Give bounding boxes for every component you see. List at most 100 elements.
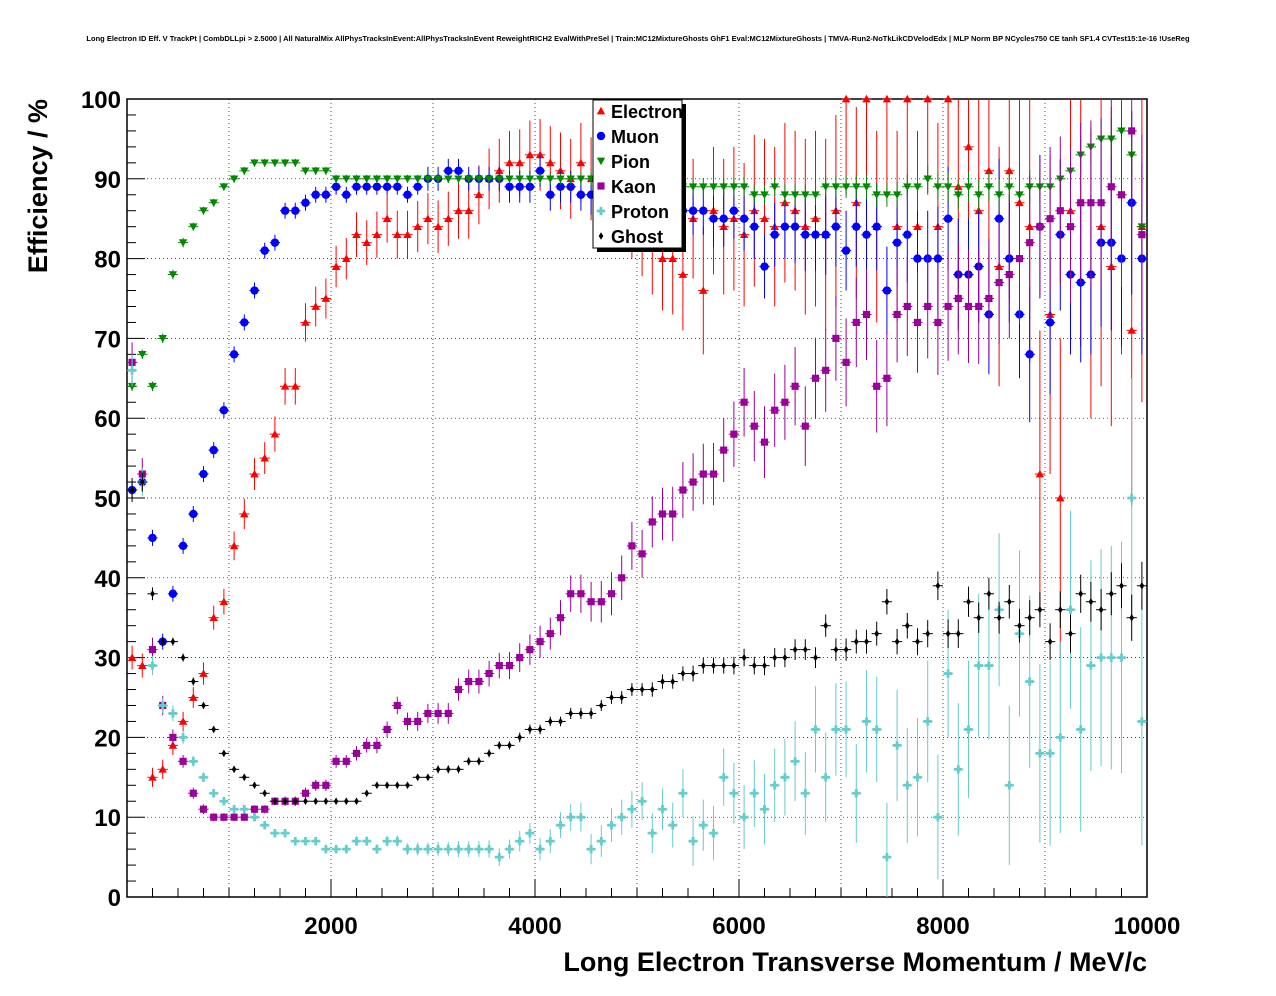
data-point <box>433 222 443 231</box>
data-point <box>588 709 594 718</box>
data-point <box>790 191 800 199</box>
data-point <box>547 717 553 726</box>
data-point <box>178 239 188 247</box>
data-point <box>301 836 310 846</box>
data-point <box>301 318 310 326</box>
data-point <box>1139 582 1145 590</box>
data-point <box>466 757 472 766</box>
y-tick-label: 70 <box>94 326 121 353</box>
data-point <box>445 765 451 774</box>
data-point <box>190 677 196 686</box>
data-point <box>670 677 676 686</box>
data-point <box>760 262 769 271</box>
data-point <box>332 757 340 765</box>
data-point <box>1066 223 1075 231</box>
data-point <box>189 693 198 701</box>
data-point <box>515 182 524 191</box>
data-point <box>1096 653 1106 662</box>
data-point <box>680 669 686 678</box>
data-point <box>1045 749 1055 758</box>
data-point <box>668 254 677 262</box>
data-point <box>517 733 523 742</box>
data-point <box>535 175 545 183</box>
data-point <box>915 637 920 646</box>
y-tick-label: 50 <box>94 486 121 513</box>
data-point <box>658 510 667 518</box>
y-tick-label: 80 <box>94 247 121 274</box>
data-point <box>760 214 769 223</box>
data-point <box>362 836 371 846</box>
data-point <box>333 797 339 806</box>
data-point <box>841 246 851 255</box>
data-point <box>1086 661 1096 670</box>
data-point <box>546 190 555 199</box>
data-point <box>535 150 545 159</box>
data-point <box>688 836 698 846</box>
data-point <box>811 725 820 734</box>
legend-marker-ghost <box>598 232 604 240</box>
legend-entry-pion: Pion <box>611 152 650 172</box>
data-point <box>801 230 810 239</box>
data-point <box>556 166 565 175</box>
data-point <box>372 175 382 183</box>
data-point <box>903 302 911 311</box>
data-point <box>852 318 860 327</box>
series-proton <box>127 354 1147 897</box>
data-point <box>525 175 535 183</box>
data-point <box>403 230 412 239</box>
data-point <box>280 159 290 168</box>
data-point <box>230 813 238 821</box>
data-point <box>363 741 371 749</box>
data-point <box>782 653 788 662</box>
data-point <box>690 669 696 678</box>
data-point <box>933 183 943 191</box>
data-point <box>456 765 461 774</box>
x-tick-label: 2000 <box>304 913 357 940</box>
data-point <box>495 662 503 670</box>
data-point <box>1097 199 1105 207</box>
data-point <box>413 182 422 191</box>
data-layer <box>127 94 1147 897</box>
data-point <box>882 191 892 199</box>
data-point <box>1026 239 1034 247</box>
data-point <box>486 749 492 758</box>
data-point <box>780 773 790 782</box>
data-point <box>1127 493 1136 503</box>
data-point <box>331 182 341 191</box>
data-point <box>802 645 808 654</box>
data-point <box>1077 199 1085 207</box>
data-point <box>423 214 433 223</box>
data-point <box>219 597 229 606</box>
data-point <box>364 789 370 798</box>
data-point <box>383 725 391 733</box>
data-point <box>741 653 747 662</box>
data-point <box>138 351 147 359</box>
data-point <box>699 206 708 215</box>
data-point <box>280 382 290 390</box>
data-point <box>393 175 402 183</box>
y-tick-label: 20 <box>94 725 121 752</box>
data-point <box>629 685 635 694</box>
data-point <box>474 844 484 854</box>
data-point <box>974 661 983 670</box>
data-point <box>556 175 565 183</box>
data-point <box>954 765 963 774</box>
data-point <box>750 222 759 231</box>
data-point <box>678 270 688 278</box>
data-point <box>831 222 841 231</box>
data-point <box>1035 749 1045 758</box>
data-point <box>229 541 239 550</box>
data-point <box>984 166 994 175</box>
y-tick-label: 0 <box>108 885 121 912</box>
data-point <box>873 382 881 390</box>
data-point <box>535 844 545 854</box>
data-point <box>382 214 392 223</box>
data-point <box>433 844 443 854</box>
data-point <box>270 429 280 438</box>
data-point <box>301 789 310 797</box>
data-point <box>638 550 646 558</box>
data-point <box>476 757 482 766</box>
data-point <box>261 805 269 813</box>
data-point <box>944 302 952 311</box>
legend-marker-electron <box>596 106 606 115</box>
